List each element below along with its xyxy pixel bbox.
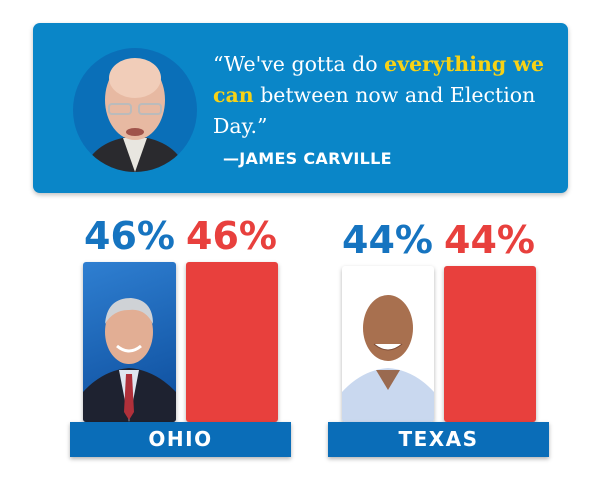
ohio-rep-pct: 46% xyxy=(186,214,277,258)
texas-dem-candidate-photo xyxy=(342,266,434,422)
texas-rep-bar xyxy=(444,266,536,422)
ohio-dem-pct: 46% xyxy=(84,214,175,258)
quote-part: “We've gotta do xyxy=(213,52,385,76)
quote-highlight: everything we can xyxy=(213,52,545,107)
texas-dem-pct: 44% xyxy=(342,218,433,262)
speaker-photo xyxy=(73,48,197,172)
quote-attribution: —JAMES CARVILLE xyxy=(223,149,392,168)
quote-part: between now and Election Day.” xyxy=(213,83,536,138)
texas-rep-pct: 44% xyxy=(444,218,535,262)
ohio-label: OHIO xyxy=(70,422,291,457)
quote-text: “We've gotta do everything we can betwee… xyxy=(213,49,553,142)
quote-card: “We've gotta do everything we can betwee… xyxy=(33,23,568,193)
ohio-rep-bar xyxy=(186,262,278,422)
ohio-dem-candidate-photo xyxy=(83,262,176,422)
texas-label: TEXAS xyxy=(328,422,549,457)
